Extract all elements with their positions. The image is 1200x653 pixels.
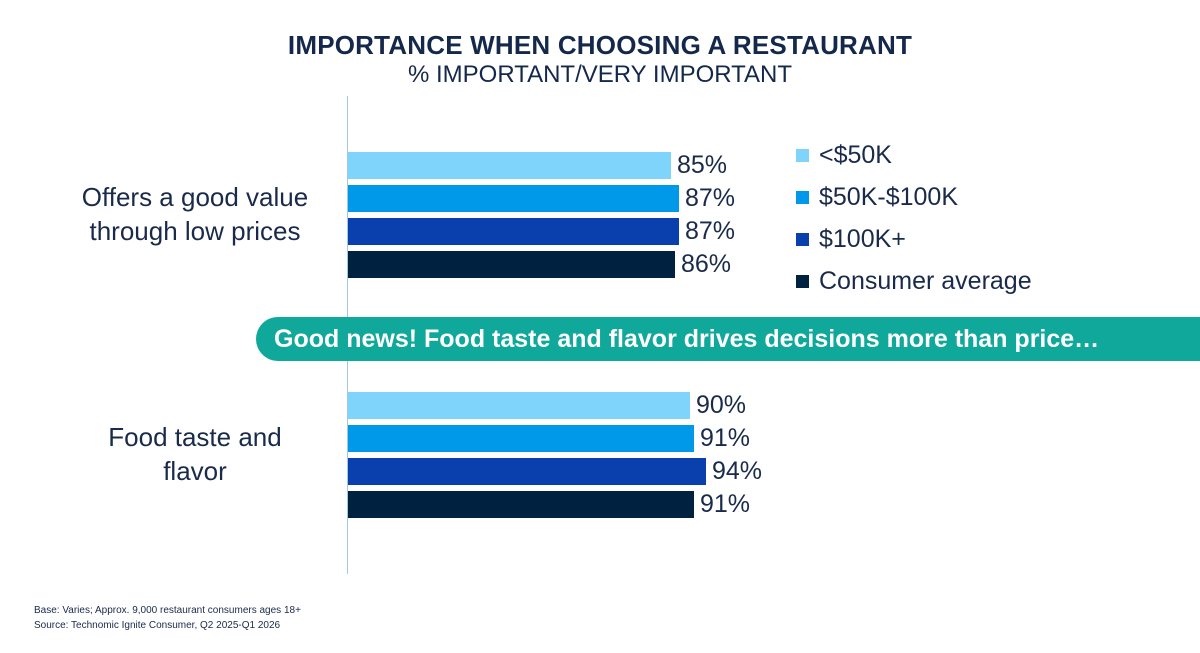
data-label: 94%: [712, 457, 763, 485]
legend-item: <$50K: [796, 134, 1032, 176]
footnote-base: Base: Varies; Approx. 9,000 restaurant c…: [34, 605, 301, 616]
bar: [348, 425, 694, 452]
legend-swatch: [796, 232, 809, 246]
legend: <$50K $50K-$100K $100K+ Consumer average: [796, 134, 1032, 302]
data-label: 90%: [696, 391, 747, 419]
bar: [348, 152, 671, 179]
legend-label: <$50K: [819, 140, 892, 169]
legend-swatch: [796, 274, 809, 288]
legend-item: $100K+: [796, 218, 1032, 260]
callout-text: Good news! Food taste and flavor drives …: [274, 325, 1100, 353]
bar: [348, 392, 690, 419]
data-label: 91%: [700, 424, 751, 452]
bar: [348, 491, 694, 518]
bar: [348, 251, 675, 278]
category-label: Food taste and flavor: [108, 422, 282, 486]
data-label: 87%: [685, 217, 736, 245]
legend-label: $50K-$100K: [819, 182, 959, 211]
chart-title: IMPORTANCE WHEN CHOOSING A RESTAURANT: [287, 30, 913, 60]
legend-item: $50K-$100K: [796, 176, 1032, 218]
legend-swatch: [796, 148, 809, 162]
data-label: 85%: [677, 151, 728, 179]
category-label: Offers a good value through low prices: [81, 182, 309, 246]
bar: [348, 458, 706, 485]
data-label: 87%: [685, 184, 736, 212]
footnote-source: Source: Technomic Ignite Consumer, Q2 20…: [34, 620, 281, 631]
legend-swatch: [796, 190, 809, 204]
legend-item: Consumer average: [796, 260, 1032, 302]
callout-banner: Good news! Food taste and flavor drives …: [256, 317, 1200, 361]
bar: [348, 185, 679, 212]
chart-subtitle: % IMPORTANT/VERY IMPORTANT: [407, 61, 793, 88]
data-label: 86%: [681, 250, 732, 278]
data-label: 91%: [700, 490, 751, 518]
bar: [348, 218, 679, 245]
legend-label: Consumer average: [819, 266, 1032, 295]
legend-label: $100K+: [819, 224, 906, 253]
